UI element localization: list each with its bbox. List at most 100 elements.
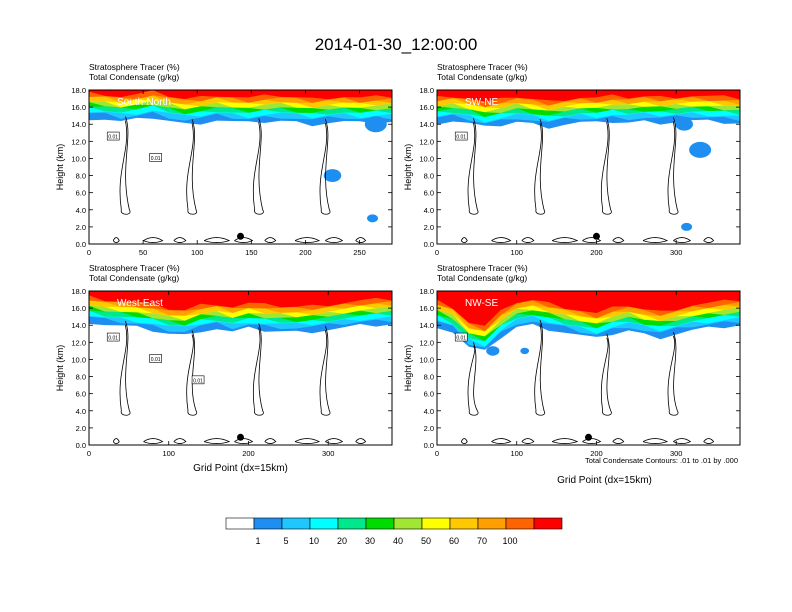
y-tick-label: 18.0: [71, 287, 86, 296]
panel-label: West-East: [117, 298, 163, 309]
condensate-contours: [112, 116, 367, 243]
contour-label-1: 0.01: [456, 135, 466, 141]
colorbar-label-50: 50: [421, 536, 431, 546]
field-label-condensate: Total Condensate (g/kg): [89, 72, 179, 82]
x-tick-label: 200: [590, 248, 603, 257]
contour-low-3: [521, 438, 535, 444]
location-marker: [237, 232, 244, 240]
contour-low-4: [551, 438, 579, 444]
contour-low-2: [491, 237, 512, 243]
y-axis-label: Height (km): [403, 345, 413, 392]
y-tick-label: 14.0: [71, 120, 86, 129]
tracer-patch-1: [689, 141, 712, 158]
y-tick-label: 12.0: [71, 137, 86, 146]
contour-low-7: [642, 237, 669, 243]
panel-label: NW-SE: [465, 298, 498, 309]
colorbar-box-3: [281, 517, 311, 530]
y-tick-label: 10.0: [419, 355, 434, 364]
tracer-patch-2: [364, 116, 387, 133]
y-tick-label: 18.0: [71, 86, 86, 95]
contour-label-3: 0.01: [193, 378, 203, 384]
y-tick-label: 0.0: [424, 441, 434, 450]
tracer-band-11: [437, 90, 740, 102]
contour-low-4: [203, 237, 231, 243]
y-tick-label: 0.0: [76, 240, 86, 249]
plot-frame: [88, 290, 393, 446]
tracer-patch-1: [486, 346, 500, 356]
contour-tower-2: [186, 118, 198, 215]
contour-tower-2: [534, 118, 546, 215]
y-tick-label: 4.0: [76, 407, 86, 416]
x-tick-label: 0: [435, 449, 439, 458]
x-tick-label: 300: [322, 449, 335, 458]
y-tick-label: 4.0: [76, 206, 86, 215]
plot-area: [89, 90, 392, 244]
plot-area: [89, 291, 392, 445]
x-tick-label: 0: [87, 449, 91, 458]
contour-label-1: 0.01: [108, 135, 118, 141]
x-tick-label: 0: [87, 248, 91, 257]
contour-low-1: [112, 237, 120, 243]
contour-label-box-3: [191, 375, 205, 385]
tracer-band-11: [89, 291, 392, 311]
colorbar-label-5: 5: [283, 536, 288, 546]
contour-tower-2: [186, 330, 198, 416]
y-tick-label: 0.0: [424, 240, 434, 249]
contour-low-8: [325, 438, 344, 444]
colorbar-box-11: [505, 517, 535, 530]
contour-tower-3: [600, 118, 612, 215]
contour-low-2: [143, 237, 164, 243]
colorbar-label-20: 20: [337, 536, 347, 546]
x-tick-label: 0: [435, 248, 439, 257]
panel-south-north: Stratosphere Tracer (%)Total Condensate …: [55, 62, 393, 257]
y-tick-label: 16.0: [419, 103, 434, 112]
colorbar: 1 5 10 20 30 40 50 60 70 100: [225, 517, 563, 546]
contour-low-2: [491, 438, 512, 444]
tracer-patch-2: [675, 117, 693, 131]
y-tick-label: 2.0: [76, 223, 86, 232]
contour-label-1: 0.01: [108, 336, 118, 342]
figure-title: 2014-01-30_12:00:00: [315, 35, 478, 54]
contour-tower-4: [319, 118, 331, 215]
colorbar-box-4: [309, 517, 339, 530]
y-tick-label: 8.0: [424, 172, 434, 181]
y-tick-label: 12.0: [71, 338, 86, 347]
x-tick-label: 100: [162, 449, 175, 458]
x-tick-label: 50: [139, 248, 147, 257]
colorbar-label-10: 10: [309, 536, 319, 546]
contour-label-box-1: [454, 131, 468, 141]
y-tick-label: 8.0: [76, 172, 86, 181]
colorbar-box-7: [393, 517, 423, 530]
plot-frame: [436, 290, 741, 446]
contour-low-7: [294, 438, 321, 444]
contour-low-9: [703, 438, 715, 444]
colorbar-box-2: [253, 517, 283, 530]
contour-low-4: [551, 237, 579, 243]
contour-note: Total Condensate Contours: .01 to .01 by…: [585, 456, 738, 465]
contour-low-9: [355, 237, 367, 243]
contour-tower-4: [667, 117, 679, 215]
panels: Stratosphere Tracer (%)Total Condensate …: [55, 62, 741, 486]
x-tick-label: 200: [242, 449, 255, 458]
field-label-condensate: Total Condensate (g/kg): [89, 273, 179, 283]
panel-nw-se: Stratosphere Tracer (%)Total Condensate …: [403, 263, 741, 486]
x-axis-label: Grid Point (dx=15km): [557, 475, 652, 486]
condensate-contours: [112, 320, 367, 444]
contour-tower-4: [319, 325, 331, 416]
colorbar-box-5: [337, 517, 367, 530]
y-tick-label: 2.0: [424, 424, 434, 433]
y-tick-label: 12.0: [419, 338, 434, 347]
contour-tower-1: [119, 116, 131, 215]
x-tick-label: 100: [191, 248, 204, 257]
contour-tower-1: [119, 320, 131, 416]
field-label-tracer: Stratosphere Tracer (%): [89, 62, 180, 72]
colorbar-label-100: 100: [502, 536, 517, 546]
tracer-band-11: [89, 90, 392, 100]
y-tick-label: 14.0: [419, 120, 434, 129]
contour-low-8: [673, 438, 692, 444]
contour-tower-4: [667, 331, 679, 416]
contour-low-3: [173, 237, 187, 243]
field-label-condensate: Total Condensate (g/kg): [437, 72, 527, 82]
y-tick-label: 12.0: [419, 137, 434, 146]
